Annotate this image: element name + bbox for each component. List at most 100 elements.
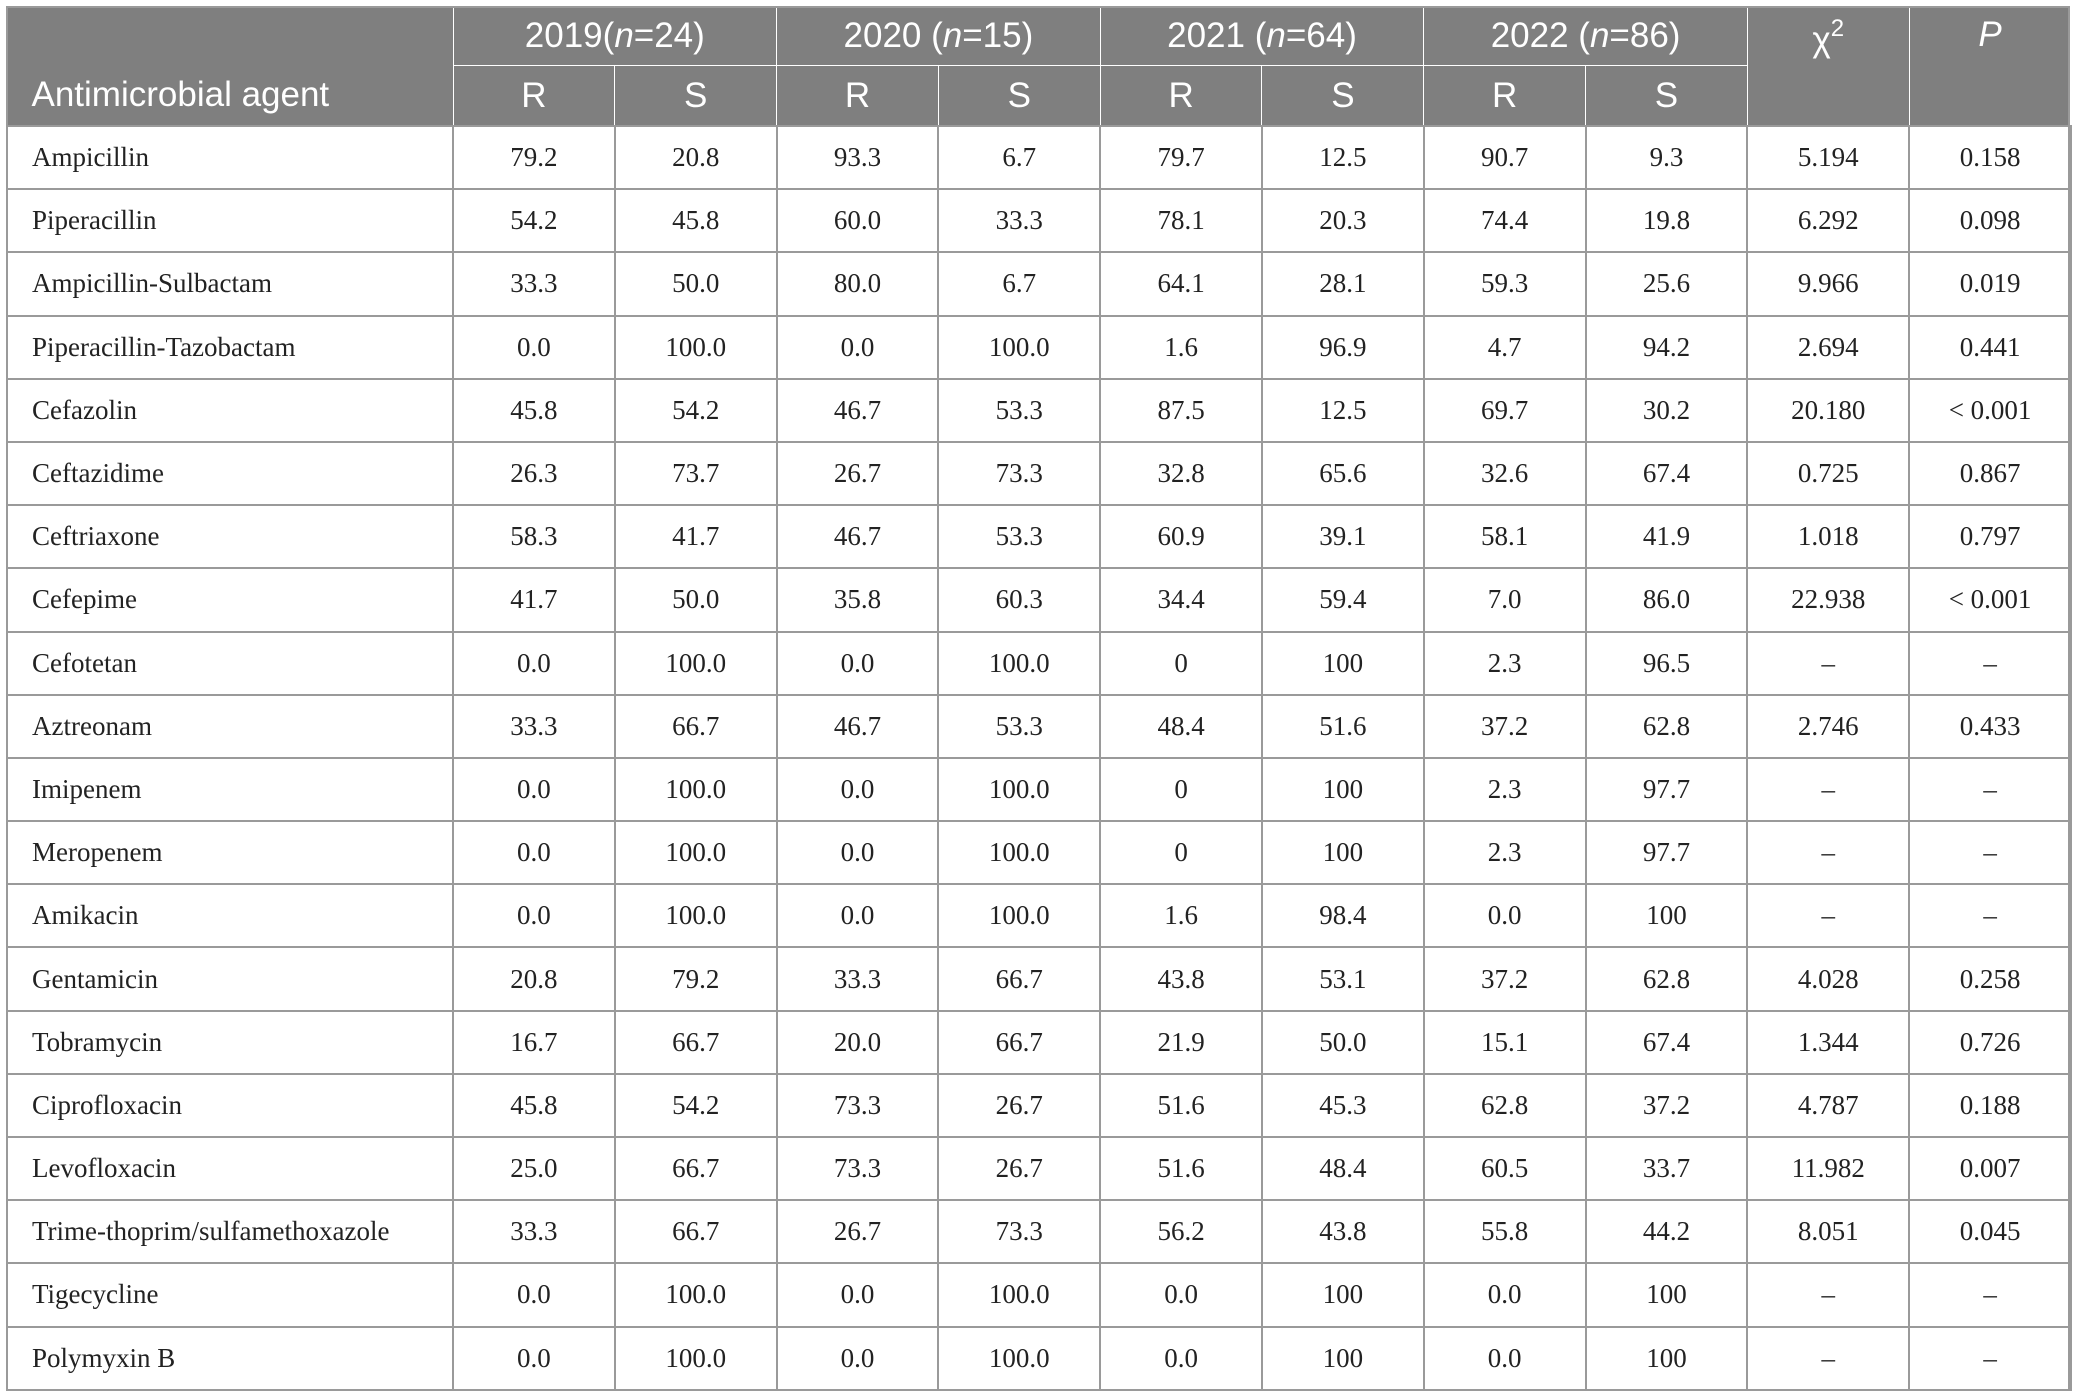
table-row: Gentamicin 20.8 79.2 33.3 66.7 43.8 53.1 37.2 62… xyxy=(6,946,2072,1012)
cell-2019-s: 66.7 xyxy=(613,693,778,759)
table-row: Ciprofloxacin 45.8 54.2 73.3 26.7 51.6 45.3 62.… xyxy=(6,1072,2072,1139)
cell-p-value: – xyxy=(1908,883,2072,949)
cell-p-value: – xyxy=(1908,1262,2072,1328)
cell-2022-r: 2.3 xyxy=(1422,630,1587,696)
cell-2021-r: 64.1 xyxy=(1099,251,1263,317)
cell-p-value: 0.098 xyxy=(1908,188,2072,254)
cell-2022-s: 41.9 xyxy=(1584,504,1749,570)
cell-p-value: 0.188 xyxy=(1908,1072,2072,1139)
cell-2020-r: 0.0 xyxy=(775,756,940,823)
cell-2019-s: 100.0 xyxy=(613,756,778,823)
cell-p-value: < 0.001 xyxy=(1908,567,2072,633)
cell-2022-s: 86.0 xyxy=(1584,567,1749,633)
subheader-susceptible: S xyxy=(937,65,1101,127)
cell-p-value: 0.726 xyxy=(1908,1009,2072,1075)
cell-2021-r: 48.4 xyxy=(1099,693,1263,759)
cell-2019-r: 33.3 xyxy=(452,251,616,317)
year-label: 2022 xyxy=(1490,16,1579,55)
cell-2019-s: 73.7 xyxy=(613,440,778,507)
cell-2019-r: 33.3 xyxy=(452,1199,616,1265)
n-open: ( xyxy=(1254,16,1267,55)
cell-2022-s: 37.2 xyxy=(1584,1072,1749,1139)
cell-2021-s: 100 xyxy=(1260,630,1425,696)
cell-2019-r: 79.2 xyxy=(452,124,616,191)
cell-2019-r: 0.0 xyxy=(452,756,616,823)
cell-2019-s: 66.7 xyxy=(613,1135,778,1202)
cell-agent-name: Aztreonam xyxy=(6,693,454,759)
cell-2020-r: 0.0 xyxy=(775,1262,940,1328)
cell-2022-s: 100 xyxy=(1584,1262,1749,1328)
cell-2022-r: 62.8 xyxy=(1422,1072,1587,1139)
cell-2020-s: 100.0 xyxy=(937,883,1102,949)
cell-2020-s: 53.3 xyxy=(937,504,1102,570)
cell-2020-r: 0.0 xyxy=(775,820,940,886)
cell-2021-s: 53.1 xyxy=(1260,946,1425,1012)
cell-2022-s: 100 xyxy=(1584,1325,1749,1391)
header-chi-square: χ2 xyxy=(1746,6,1910,127)
table-row: Tigecycline 0.0 100.0 0.0 100.0 0.0 100 0.0 100–… xyxy=(6,1262,2072,1328)
n-open: ( xyxy=(1578,16,1590,55)
cell-p-value: 0.007 xyxy=(1908,1135,2072,1202)
cell-2022-s: 19.8 xyxy=(1584,188,1749,254)
cell-2021-s: 12.5 xyxy=(1260,124,1425,191)
cell-2022-r: 59.3 xyxy=(1422,251,1587,317)
cell-chi-square: 2.746 xyxy=(1746,693,1911,759)
cell-2020-s: 53.3 xyxy=(937,377,1102,443)
cell-2021-r: 0 xyxy=(1099,820,1263,886)
cell-2022-s: 94.2 xyxy=(1584,314,1749,380)
cell-2020-r: 0.0 xyxy=(775,314,940,380)
cell-2019-s: 66.7 xyxy=(613,1009,778,1075)
cell-2022-r: 2.3 xyxy=(1422,756,1587,823)
cell-2022-s: 9.3 xyxy=(1584,124,1749,191)
cell-2020-s: 100.0 xyxy=(937,820,1102,886)
cell-2020-s: 60.3 xyxy=(937,567,1102,633)
cell-2020-r: 0.0 xyxy=(775,630,940,696)
cell-2021-r: 60.9 xyxy=(1099,504,1263,570)
chi-symbol: χ xyxy=(1812,20,1831,59)
cell-2022-s: 33.7 xyxy=(1584,1135,1749,1202)
cell-2021-r: 51.6 xyxy=(1099,1135,1263,1202)
cell-2022-s: 25.6 xyxy=(1584,251,1749,317)
cell-chi-square: 5.194 xyxy=(1746,124,1911,191)
cell-2020-s: 73.3 xyxy=(937,1199,1102,1265)
cell-chi-square: 22.938 xyxy=(1746,567,1911,633)
cell-chi-square: 1.344 xyxy=(1746,1009,1911,1075)
cell-2019-r: 54.2 xyxy=(452,188,616,254)
cell-2022-s: 96.5 xyxy=(1584,630,1749,696)
cell-2022-r: 2.3 xyxy=(1422,820,1587,886)
cell-agent-name: Imipenem xyxy=(6,756,454,823)
header-p-value: P xyxy=(1908,6,2072,127)
header-year-2019: 2019(n=24) xyxy=(452,6,778,66)
cell-2022-r: 69.7 xyxy=(1422,377,1587,443)
table-row: Tobramycin 16.7 66.7 20.0 66.7 21.9 50.0 15.1 67… xyxy=(6,1009,2072,1075)
cell-2021-r: 79.7 xyxy=(1099,124,1263,191)
cell-2019-r: 0.0 xyxy=(452,883,616,949)
cell-2020-r: 93.3 xyxy=(775,124,940,191)
cell-2019-r: 45.8 xyxy=(452,1072,616,1139)
cell-2020-s: 33.3 xyxy=(937,188,1102,254)
cell-agent-name: Levofloxacin xyxy=(6,1135,454,1202)
cell-chi-square: 1.018 xyxy=(1746,504,1911,570)
cell-2021-r: 32.8 xyxy=(1099,440,1263,507)
cell-agent-name: Ampicillin-Sulbactam xyxy=(6,251,454,317)
cell-2021-r: 78.1 xyxy=(1099,188,1263,254)
cell-2020-r: 60.0 xyxy=(775,188,940,254)
cell-agent-name: Cefotetan xyxy=(6,630,454,696)
table-row: Levofloxacin 25.0 66.7 73.3 26.7 51.6 48.4 60.5… xyxy=(6,1135,2072,1202)
cell-2022-r: 74.4 xyxy=(1422,188,1587,254)
cell-2022-s: 97.7 xyxy=(1584,820,1749,886)
cell-2019-s: 41.7 xyxy=(613,504,778,570)
cell-2021-r: 43.8 xyxy=(1099,946,1263,1012)
cell-2019-r: 26.3 xyxy=(452,440,616,507)
cell-chi-square: 9.966 xyxy=(1746,251,1911,317)
cell-2020-r: 73.3 xyxy=(775,1072,940,1139)
cell-2020-s: 100.0 xyxy=(937,314,1102,380)
cell-2019-s: 54.2 xyxy=(613,1072,778,1139)
cell-2020-s: 66.7 xyxy=(937,946,1102,1012)
header-year-2020: 2020 (n=15) xyxy=(776,6,1101,66)
cell-2022-s: 67.4 xyxy=(1584,440,1749,507)
cell-2021-r: 1.6 xyxy=(1099,883,1263,949)
table-row: Ampicillin 79.2 20.8 93.3 6.7 79.7 12.5 90.7 9.3… xyxy=(6,124,2072,191)
cell-2021-s: 51.6 xyxy=(1260,693,1425,759)
cell-2022-r: 0.0 xyxy=(1422,1262,1587,1328)
